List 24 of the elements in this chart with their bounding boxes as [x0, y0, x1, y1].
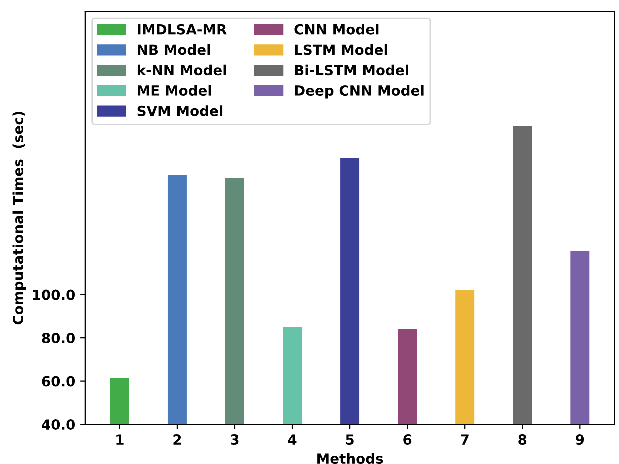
y-axis-title: Computational Times (sec) [12, 112, 26, 325]
x-tick-label: 7 [461, 434, 469, 445]
y-tick-label: 60.0 [42, 376, 76, 387]
legend-label: Deep CNN Model [295, 85, 424, 99]
x-tick-label: 4 [288, 434, 297, 445]
legend-label: NB Model [138, 44, 210, 56]
x-tick-label: 2 [174, 434, 182, 445]
y-tick-label: 40.0 [42, 420, 76, 430]
legend-label: SVM Model [138, 106, 223, 116]
y-tick-label: 80.0 [42, 333, 76, 344]
y-tick-label: 100.0 [33, 290, 76, 300]
x-tick-label: 9 [576, 434, 584, 446]
x-tick-label: 6 [404, 434, 412, 446]
legend-label: k-NN Model [138, 64, 226, 76]
legend-label: LSTM Model [295, 44, 388, 56]
legend-label: IMDLSA-MR [138, 24, 227, 35]
legend-label: CNN Model [294, 24, 379, 35]
x-axis-title: Methods [318, 453, 384, 464]
legend-label: ME Model [138, 85, 212, 96]
x-tick-label: 8 [518, 434, 527, 446]
legend-label: Bi-LSTM Model [295, 64, 408, 76]
x-tick-label: 5 [346, 434, 354, 446]
x-tick-label: 1 [116, 434, 124, 445]
x-tick-label: 3 [231, 434, 239, 446]
